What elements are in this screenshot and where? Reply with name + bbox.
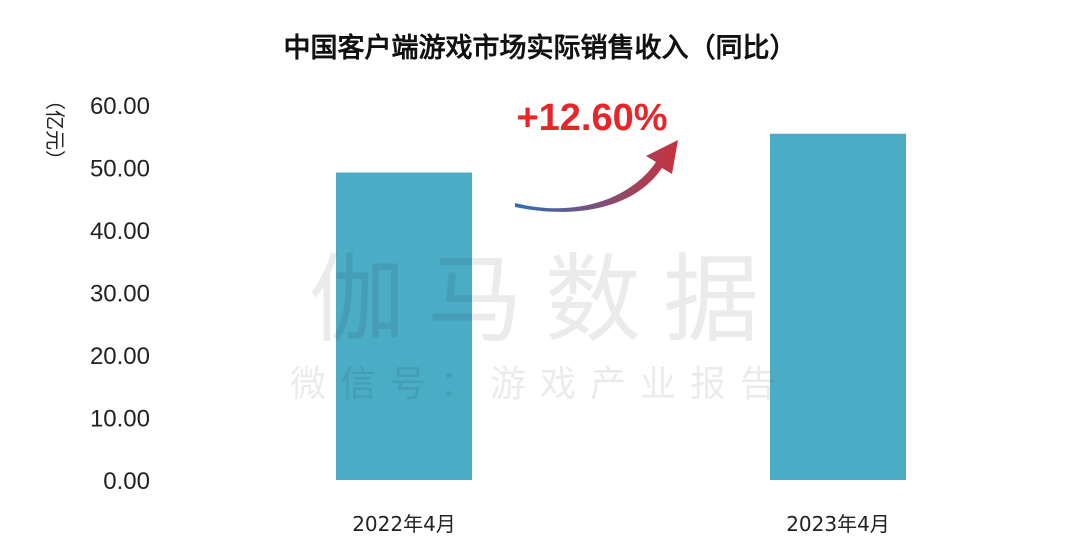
bars — [336, 133, 906, 480]
y-axis-ticks: 0.00 10.00 20.00 30.00 40.00 50.00 60.00 — [90, 93, 150, 495]
y-axis-unit-label: （亿元） — [43, 90, 67, 170]
growth-label: +12.60% — [516, 97, 667, 139]
y-tick-label: 60.00 — [90, 93, 150, 120]
y-tick-label: 40.00 — [90, 218, 150, 245]
y-tick-label: 10.00 — [90, 406, 150, 433]
y-tick-label: 0.00 — [103, 468, 150, 495]
watermark-main: 伽马数据 — [309, 244, 781, 356]
x-axis-categories: 2022年4月 2023年4月 — [352, 512, 890, 536]
growth-arrow-body — [515, 140, 678, 212]
chart-title: 中国客户端游戏市场实际销售收入（同比） — [284, 32, 797, 64]
y-tick-label: 50.00 — [90, 156, 150, 183]
x-category-label: 2023年4月 — [786, 512, 890, 536]
watermark-sub: 微信号：游戏产业报告 — [290, 364, 790, 405]
growth-arrow — [515, 140, 678, 212]
y-axis-unit: （亿元） — [43, 90, 67, 170]
x-category-label: 2022年4月 — [352, 512, 456, 536]
bar — [336, 172, 472, 480]
y-tick-label: 30.00 — [90, 281, 150, 308]
bar — [770, 133, 906, 480]
y-tick-label: 20.00 — [90, 343, 150, 370]
